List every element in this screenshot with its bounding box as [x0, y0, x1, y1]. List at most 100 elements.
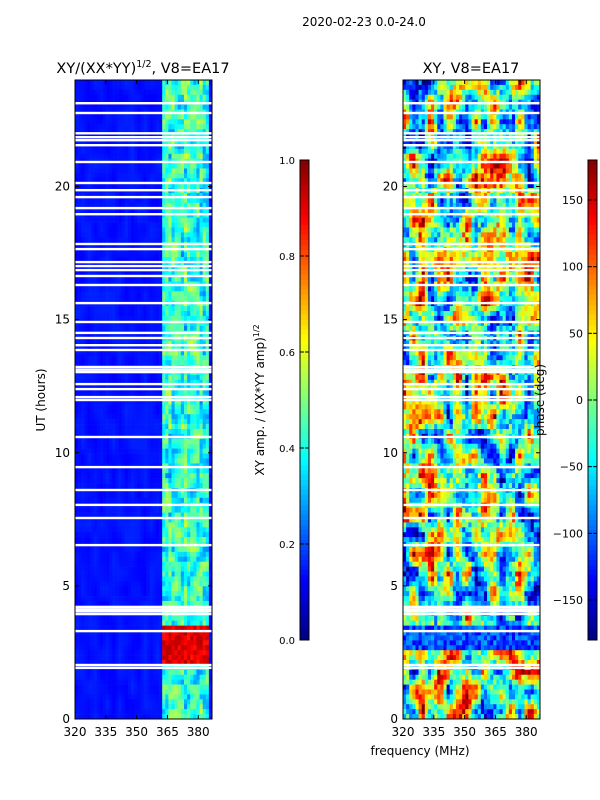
heatmap-cell	[162, 232, 166, 238]
heatmap-cell	[90, 202, 94, 209]
heatmap-cell	[177, 153, 182, 159]
heatmap-cell	[115, 345, 119, 351]
heatmap-cell	[202, 566, 207, 572]
heatmap-cell	[183, 311, 188, 317]
heatmap-cell	[121, 153, 126, 159]
heatmap-cell	[190, 517, 194, 523]
heatmap-cell	[84, 384, 88, 390]
heatmap-cell	[78, 168, 82, 174]
heatmap-cell	[81, 168, 85, 174]
heatmap-cell	[190, 522, 194, 528]
heatmap-cell	[183, 556, 188, 563]
heatmap-cell	[174, 227, 179, 233]
heatmap-cell	[208, 532, 213, 538]
heatmap-cell	[155, 424, 160, 430]
heatmap-cell	[103, 153, 107, 159]
heatmap-cell	[115, 286, 119, 292]
heatmap-cell	[109, 473, 113, 479]
heatmap-cell	[96, 374, 101, 381]
heatmap-cell	[99, 625, 104, 631]
heatmap-cell	[109, 340, 113, 346]
heatmap-cell	[193, 517, 197, 523]
heatmap-cell	[103, 546, 107, 553]
heatmap-cell	[75, 532, 79, 538]
heatmap-cell	[75, 311, 79, 317]
heatmap-cell	[93, 178, 98, 184]
heatmap-cell	[112, 271, 116, 277]
heatmap-cell	[208, 537, 213, 543]
heatmap-cell	[202, 276, 207, 282]
heatmap-cell	[140, 399, 144, 405]
heatmap-cell	[115, 153, 119, 159]
heatmap-cell	[159, 443, 163, 449]
heatmap-cell	[112, 419, 116, 425]
heatmap-cell	[149, 217, 154, 223]
heatmap-cell	[99, 360, 104, 366]
heatmap-cell	[78, 345, 82, 351]
heatmap-cell	[103, 399, 107, 405]
heatmap-cell	[174, 492, 179, 499]
heatmap-cell	[149, 153, 154, 159]
heatmap-cell	[168, 124, 172, 130]
heatmap-cell	[99, 119, 104, 125]
heatmap-cell	[199, 355, 203, 361]
heatmap-cell	[193, 497, 197, 504]
heatmap-cell	[143, 596, 147, 602]
heatmap-cell	[124, 138, 129, 145]
heatmap-cell	[177, 630, 182, 636]
heatmap-cell	[81, 296, 85, 302]
heatmap-cell	[75, 453, 79, 459]
heatmap-cell	[87, 409, 91, 415]
heatmap-cell	[137, 586, 141, 592]
heatmap-cell	[171, 384, 175, 390]
heatmap-cell	[149, 561, 154, 567]
heatmap-cell	[183, 586, 188, 592]
heatmap-cell	[84, 193, 88, 199]
heatmap-cell	[149, 625, 154, 631]
heatmap-cell	[187, 566, 191, 572]
heatmap-cell	[146, 232, 151, 238]
heatmap-cell	[165, 173, 169, 179]
heatmap-cell	[121, 143, 126, 150]
heatmap-cell	[109, 507, 113, 513]
heatmap-cell	[118, 458, 122, 464]
heatmap-cell	[149, 311, 154, 317]
heatmap-cell	[162, 399, 166, 405]
heatmap-cell	[177, 340, 182, 346]
heatmap-cell	[106, 379, 110, 386]
heatmap-cell	[134, 80, 138, 86]
heatmap-cell	[112, 114, 116, 120]
heatmap-cell	[115, 453, 119, 459]
heatmap-cell	[155, 237, 160, 243]
heatmap-cell	[174, 80, 179, 86]
heatmap-cell	[174, 173, 179, 179]
heatmap-cell	[165, 84, 169, 91]
heatmap-cell	[131, 286, 135, 292]
heatmap-cell	[124, 80, 129, 86]
heatmap-cell	[127, 197, 132, 204]
heatmap-cell	[202, 404, 207, 410]
heatmap-cell	[143, 512, 147, 518]
heatmap-cell	[106, 438, 110, 445]
heatmap-cell	[112, 129, 116, 135]
heatmap-cell	[171, 512, 175, 518]
heatmap-cell	[168, 576, 172, 582]
heatmap-cell	[103, 163, 107, 169]
heatmap-cell	[134, 350, 138, 356]
heatmap-cell	[137, 320, 141, 327]
heatmap-cell	[190, 532, 194, 538]
heatmap-cell	[90, 625, 94, 631]
heatmap-cell	[143, 271, 147, 277]
heatmap-cell	[174, 345, 179, 351]
heatmap-cell	[199, 202, 203, 209]
heatmap-cell	[180, 581, 185, 587]
heatmap-cell	[81, 625, 85, 631]
heatmap-cell	[193, 537, 197, 543]
heatmap-cell	[143, 153, 147, 159]
heatmap-cell	[96, 384, 101, 390]
heatmap-cell	[202, 119, 207, 125]
heatmap-cell	[177, 232, 182, 238]
heatmap-cell	[171, 94, 175, 100]
heatmap-cell	[208, 222, 213, 228]
heatmap-cell	[152, 207, 157, 214]
